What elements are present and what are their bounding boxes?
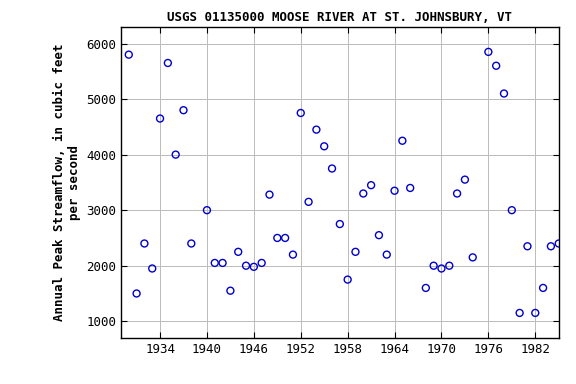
Point	[241, 263, 251, 269]
Point	[562, 265, 571, 271]
Point	[312, 127, 321, 133]
Point	[382, 252, 391, 258]
Point	[296, 110, 305, 116]
Point	[147, 265, 157, 271]
Point	[530, 310, 540, 316]
Point	[249, 264, 259, 270]
Point	[468, 254, 478, 260]
Point	[359, 190, 368, 197]
Point	[156, 116, 165, 122]
Point	[453, 190, 462, 197]
Point	[187, 240, 196, 247]
Point	[327, 166, 336, 172]
Point	[140, 240, 149, 247]
Point	[304, 199, 313, 205]
Point	[460, 177, 469, 183]
Point	[202, 207, 211, 213]
Point	[374, 232, 384, 238]
Point	[320, 143, 329, 149]
Point	[234, 249, 243, 255]
Point	[226, 288, 235, 294]
Point	[124, 51, 134, 58]
Point	[499, 91, 509, 97]
Point	[132, 290, 141, 296]
Point	[257, 260, 266, 266]
Point	[390, 188, 399, 194]
Point	[179, 107, 188, 113]
Point	[335, 221, 344, 227]
Point	[272, 235, 282, 241]
Point	[515, 310, 524, 316]
Point	[523, 243, 532, 249]
Point	[398, 138, 407, 144]
Point	[421, 285, 430, 291]
Point	[218, 260, 227, 266]
Point	[546, 243, 555, 249]
Point	[366, 182, 376, 188]
Point	[491, 63, 501, 69]
Point	[554, 240, 563, 247]
Point	[507, 207, 517, 213]
Point	[163, 60, 172, 66]
Point	[437, 265, 446, 271]
Point	[351, 249, 360, 255]
Point	[406, 185, 415, 191]
Point	[445, 263, 454, 269]
Point	[429, 263, 438, 269]
Point	[484, 49, 493, 55]
Point	[210, 260, 219, 266]
Point	[265, 192, 274, 198]
Point	[171, 152, 180, 158]
Point	[539, 285, 548, 291]
Point	[281, 235, 290, 241]
Point	[289, 252, 298, 258]
Point	[343, 276, 353, 283]
Y-axis label: Annual Peak Streamflow, in cubic feet
per second: Annual Peak Streamflow, in cubic feet pe…	[52, 44, 81, 321]
Title: USGS 01135000 MOOSE RIVER AT ST. JOHNSBURY, VT: USGS 01135000 MOOSE RIVER AT ST. JOHNSBU…	[168, 11, 512, 24]
